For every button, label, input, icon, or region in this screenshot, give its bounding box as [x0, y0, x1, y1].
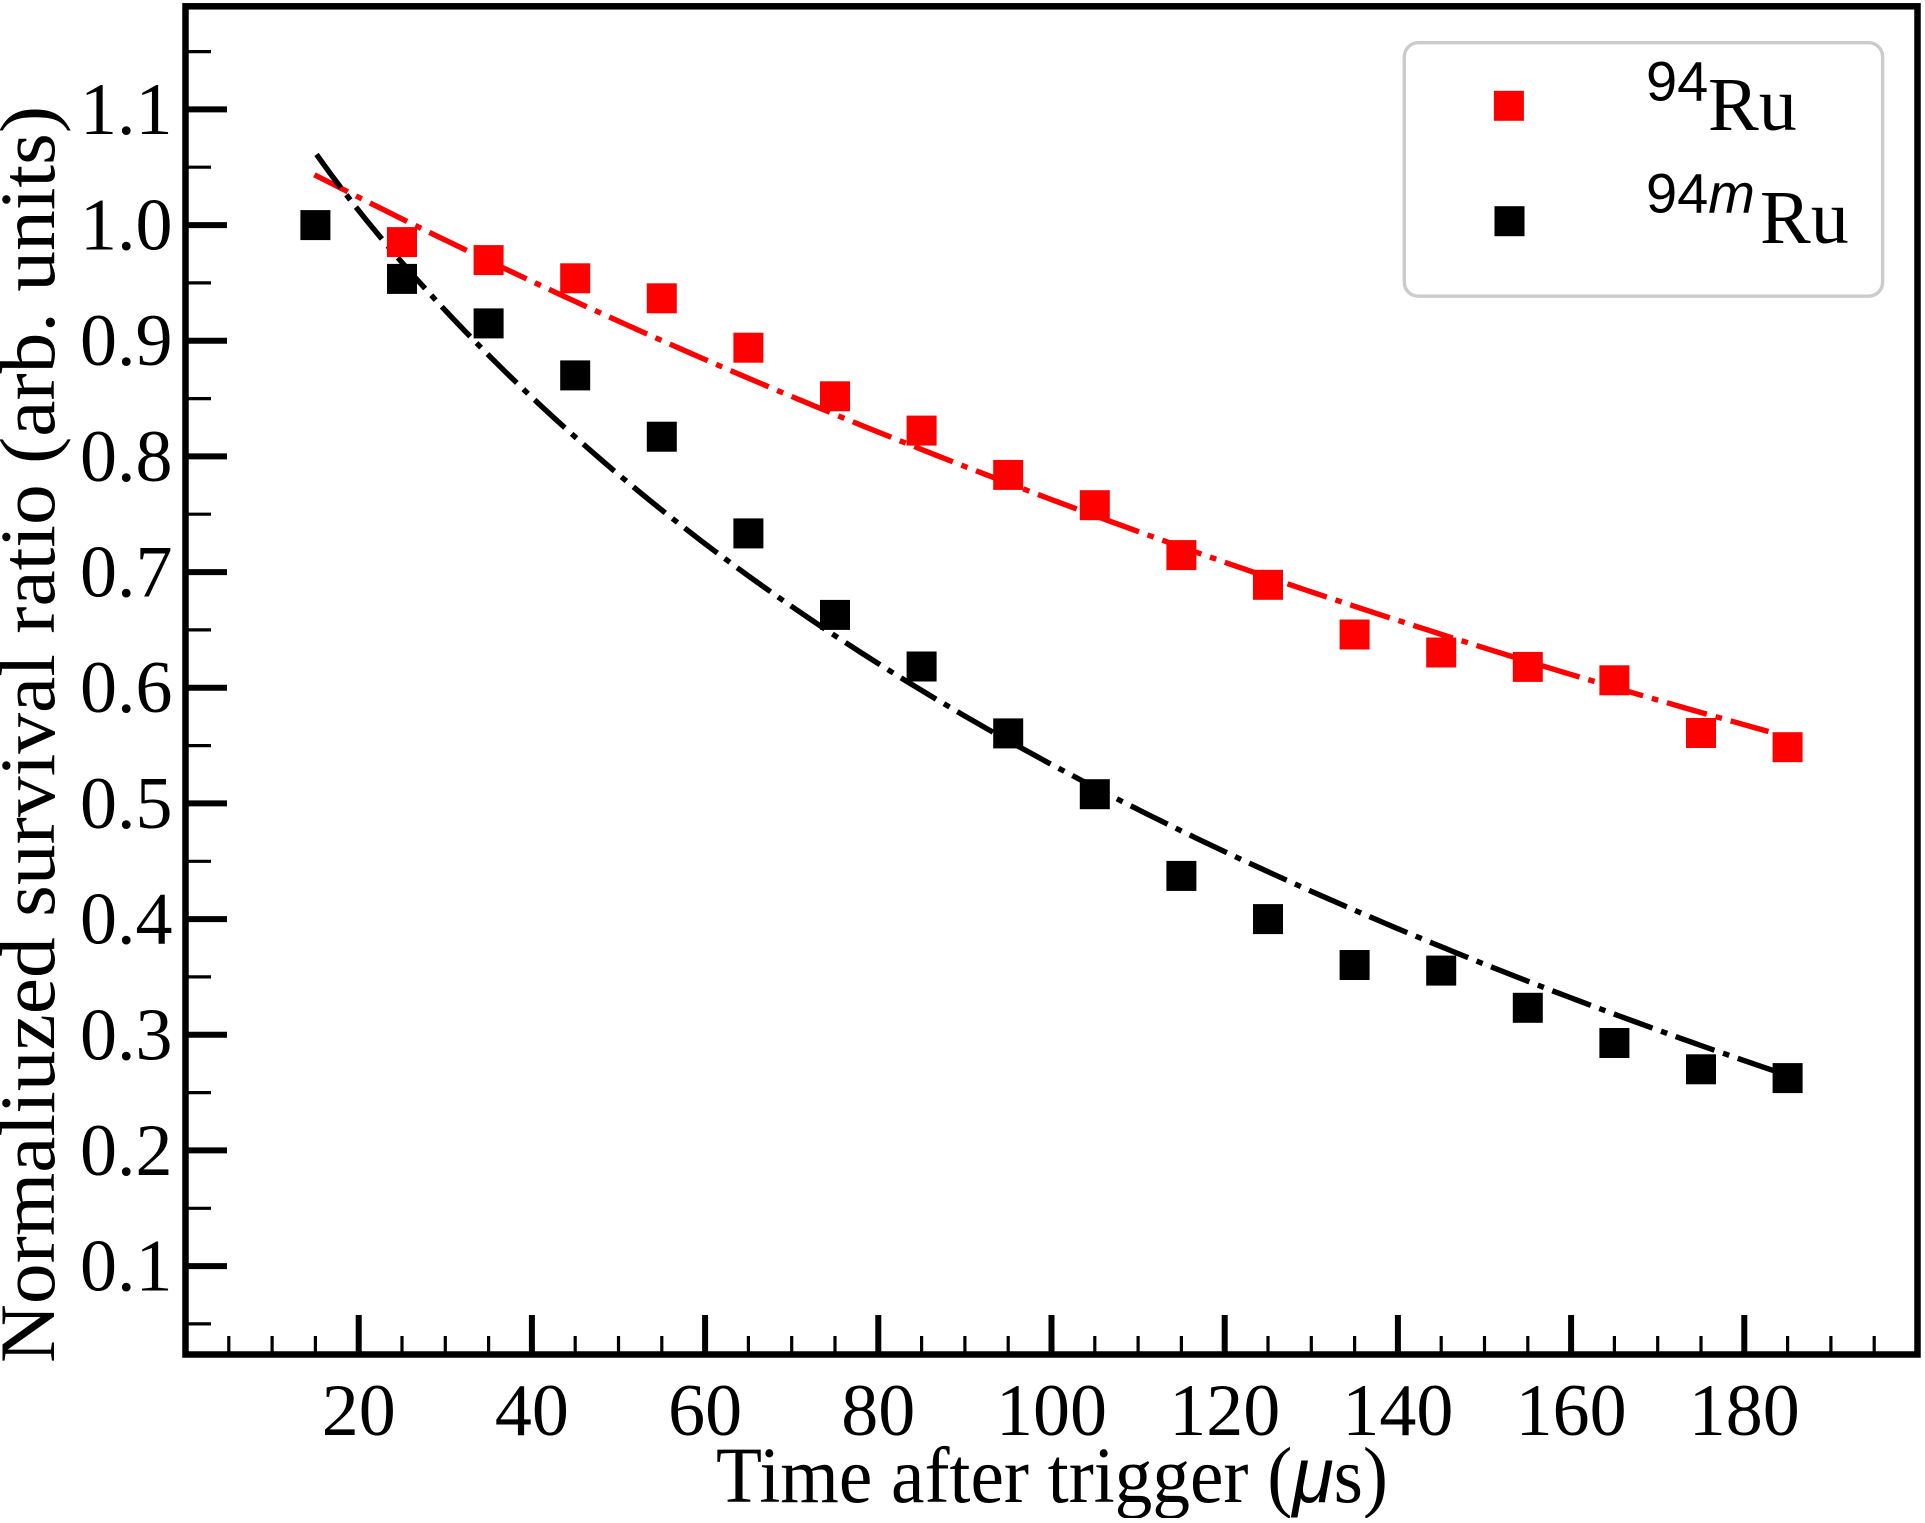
svg-text:94m: 94m [1646, 162, 1755, 225]
svg-text:0.1: 0.1 [80, 1226, 173, 1308]
svg-text:180: 180 [1689, 1370, 1800, 1452]
svg-text:1.1: 1.1 [80, 69, 173, 151]
svg-text:Time after trigger (μs): Time after trigger (μs) [716, 1430, 1388, 1518]
svg-text:0.6: 0.6 [80, 647, 173, 729]
svg-text:60: 60 [668, 1370, 742, 1452]
svg-text:80: 80 [841, 1370, 915, 1452]
svg-text:94: 94 [1646, 50, 1708, 113]
svg-text:0.4: 0.4 [80, 879, 173, 961]
svg-text:0.5: 0.5 [80, 763, 173, 845]
svg-text:140: 140 [1342, 1370, 1453, 1452]
svg-text:0.7: 0.7 [80, 532, 173, 614]
svg-text:20: 20 [322, 1370, 396, 1452]
svg-text:40: 40 [495, 1370, 569, 1452]
svg-text:Ru: Ru [1760, 176, 1849, 260]
svg-text:Normaliuzed survival ratio (ar: Normaliuzed survival ratio (arb. units) [0, 106, 71, 1363]
svg-text:Ru: Ru [1708, 63, 1797, 147]
svg-text:0.8: 0.8 [80, 416, 173, 498]
svg-text:160: 160 [1516, 1370, 1627, 1452]
svg-text:0.9: 0.9 [80, 300, 173, 382]
svg-text:0.2: 0.2 [80, 1110, 173, 1192]
svg-text:1.0: 1.0 [80, 185, 173, 267]
svg-text:100: 100 [996, 1370, 1107, 1452]
svg-text:120: 120 [1169, 1370, 1280, 1452]
svg-text:0.3: 0.3 [80, 994, 173, 1076]
